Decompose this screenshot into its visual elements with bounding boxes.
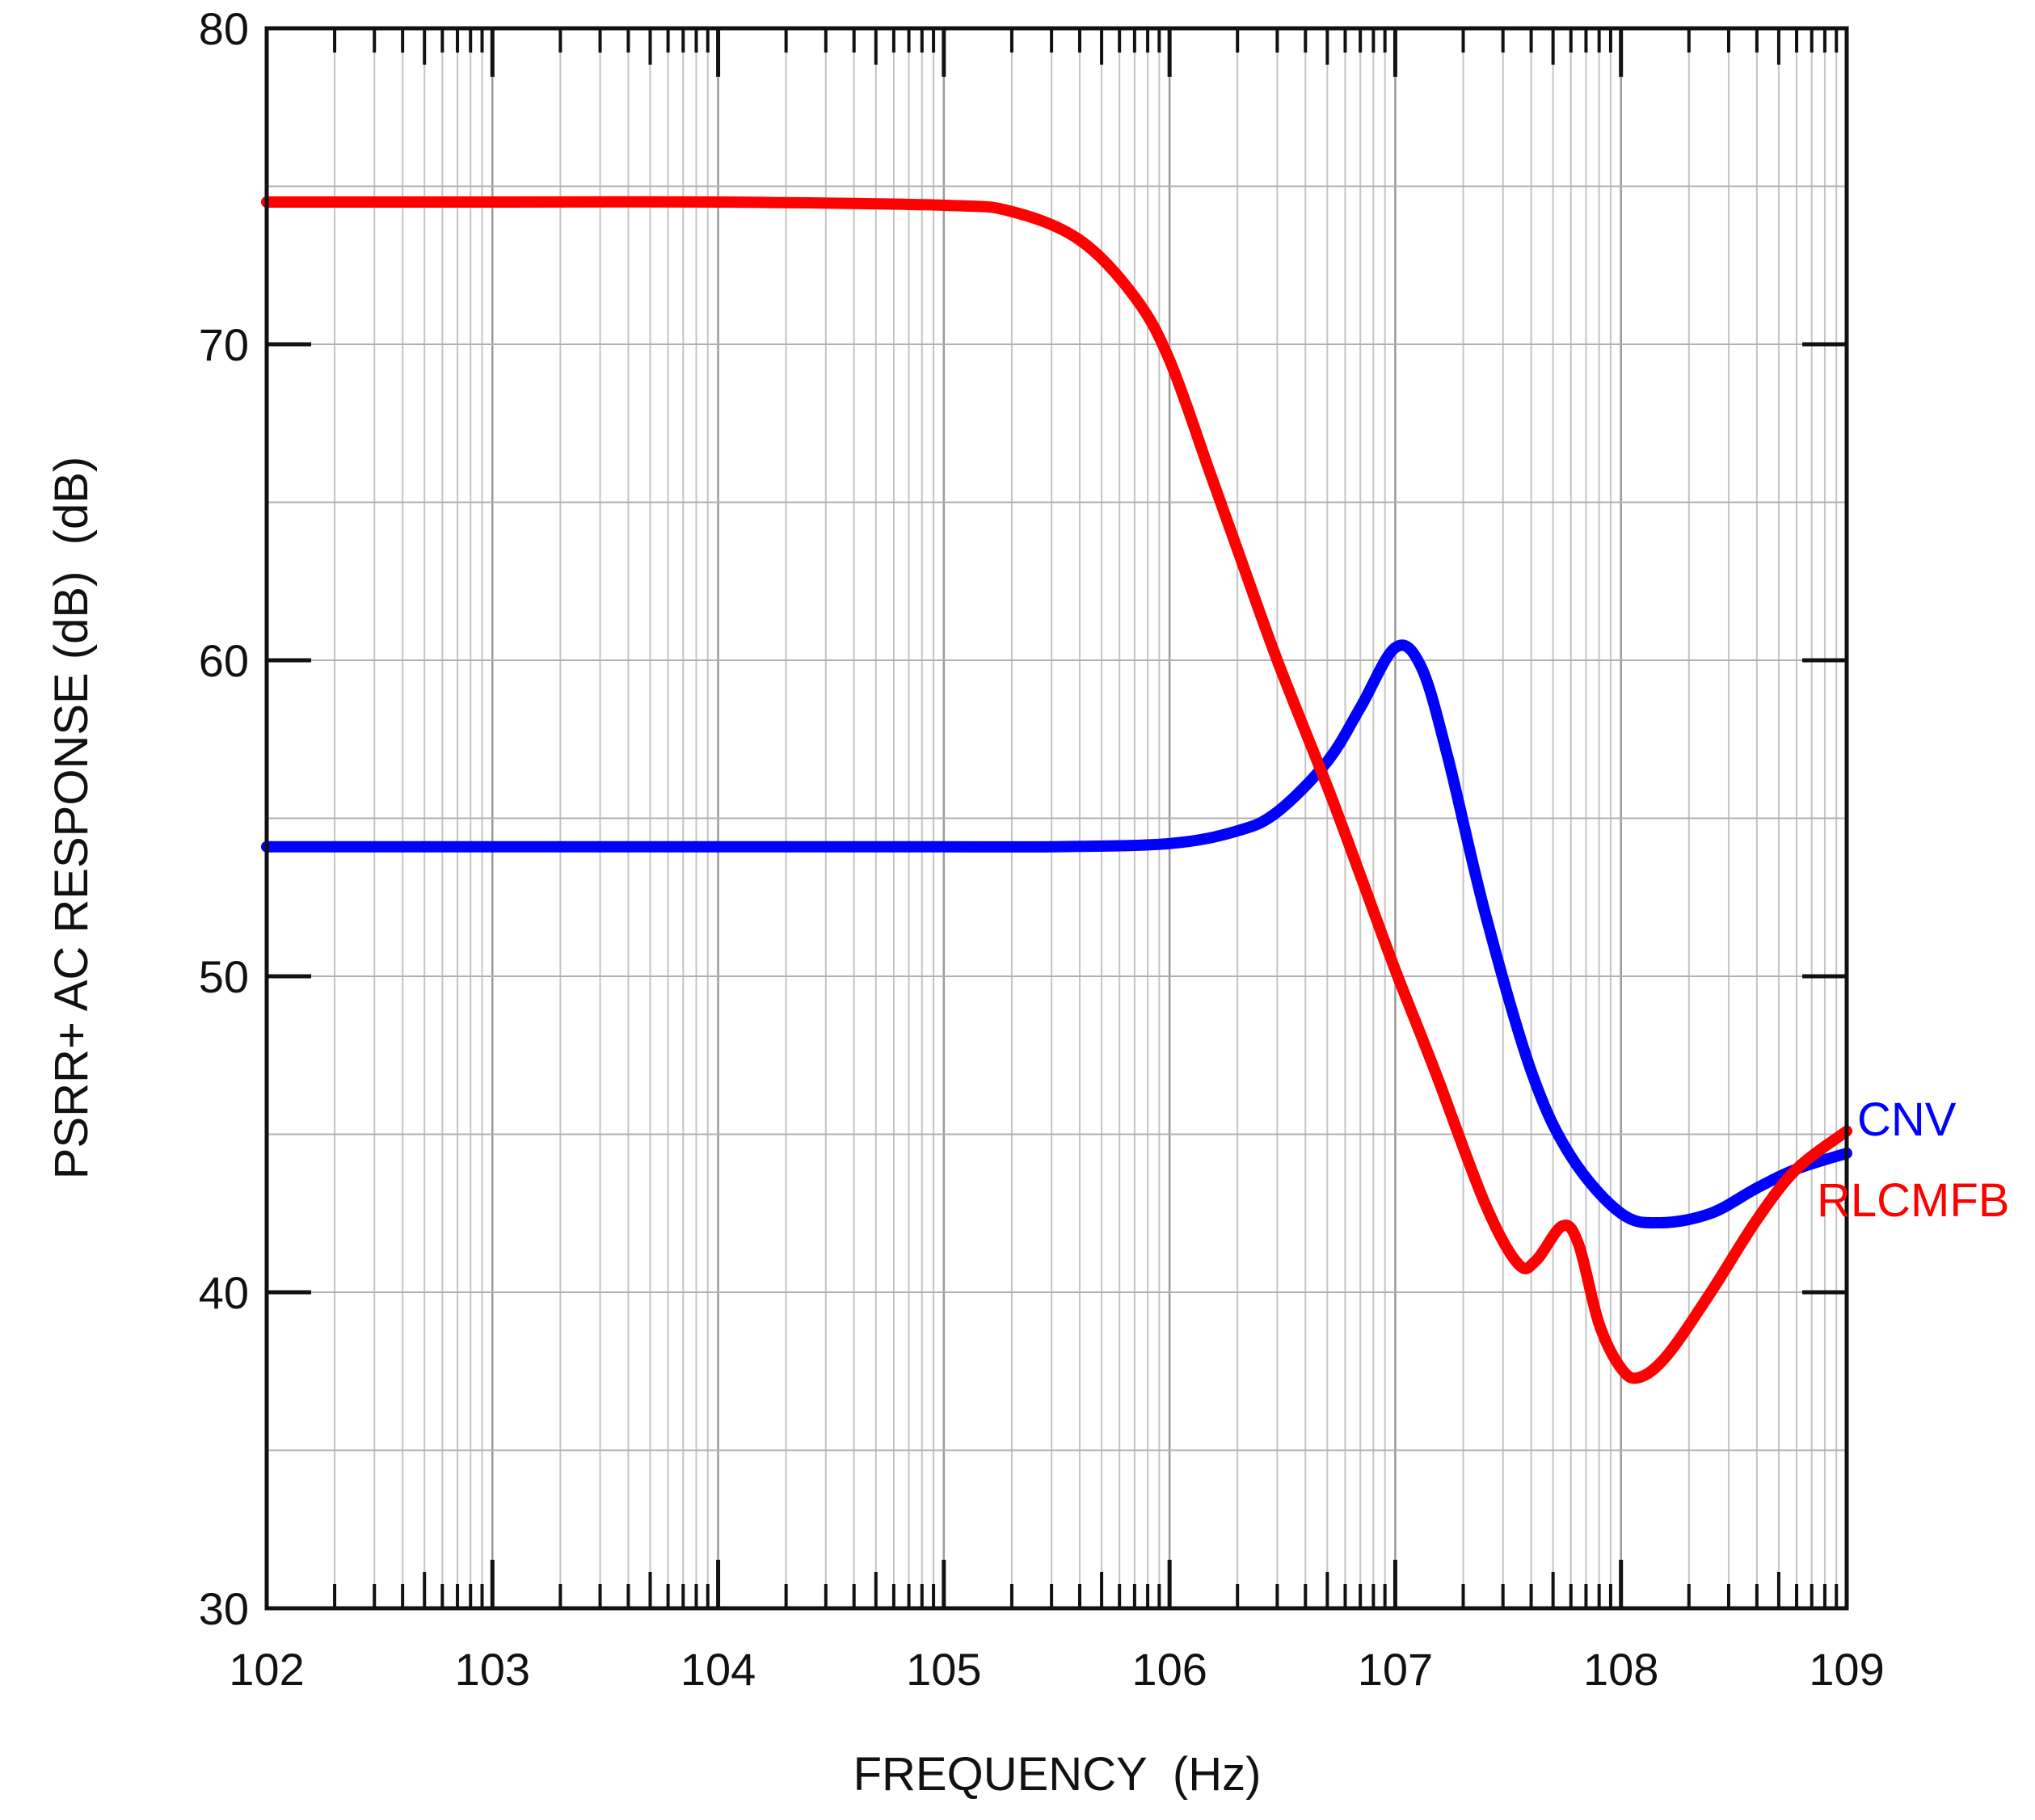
x-tick-label: 105 xyxy=(906,1644,981,1695)
series-lines xyxy=(261,196,1852,1384)
x-tick-label: 108 xyxy=(1583,1644,1658,1695)
y-tick-label: 80 xyxy=(199,3,249,54)
x-tick-label: 107 xyxy=(1358,1644,1433,1695)
x-tick-label: 104 xyxy=(680,1644,756,1695)
x-tick-label: 103 xyxy=(455,1644,530,1695)
y-tick-label: 40 xyxy=(199,1267,249,1318)
x-tick-label: 106 xyxy=(1131,1644,1207,1695)
series-line-rlcmfb xyxy=(261,196,1852,1384)
series-line-cnv xyxy=(261,639,1852,1229)
y-tick-label: 30 xyxy=(199,1583,249,1634)
series-label-rlcmfb: RLCMFB xyxy=(1817,1174,2009,1227)
plot-frame xyxy=(264,26,1849,1611)
y-tick-label: 60 xyxy=(199,635,249,686)
axis-ticks xyxy=(267,26,1847,1611)
y-tick-label: 50 xyxy=(199,951,249,1002)
grid-lines xyxy=(265,27,1847,1609)
x-axis-title: FREQUENCY (Hz) xyxy=(853,1748,1262,1801)
series-label-cnv: CNV xyxy=(1857,1093,1957,1146)
y-tick-label: 70 xyxy=(199,319,249,370)
x-tick-label: 102 xyxy=(229,1644,304,1695)
tick-labels: 102 103 104 105 106 107 108 109 30 40 50 60 70 80 xyxy=(199,3,1885,1695)
x-tick-label: 109 xyxy=(1809,1644,1884,1695)
y-axis-title: PSRR+ AC RESPONSE (dB) (dB) xyxy=(45,457,98,1179)
